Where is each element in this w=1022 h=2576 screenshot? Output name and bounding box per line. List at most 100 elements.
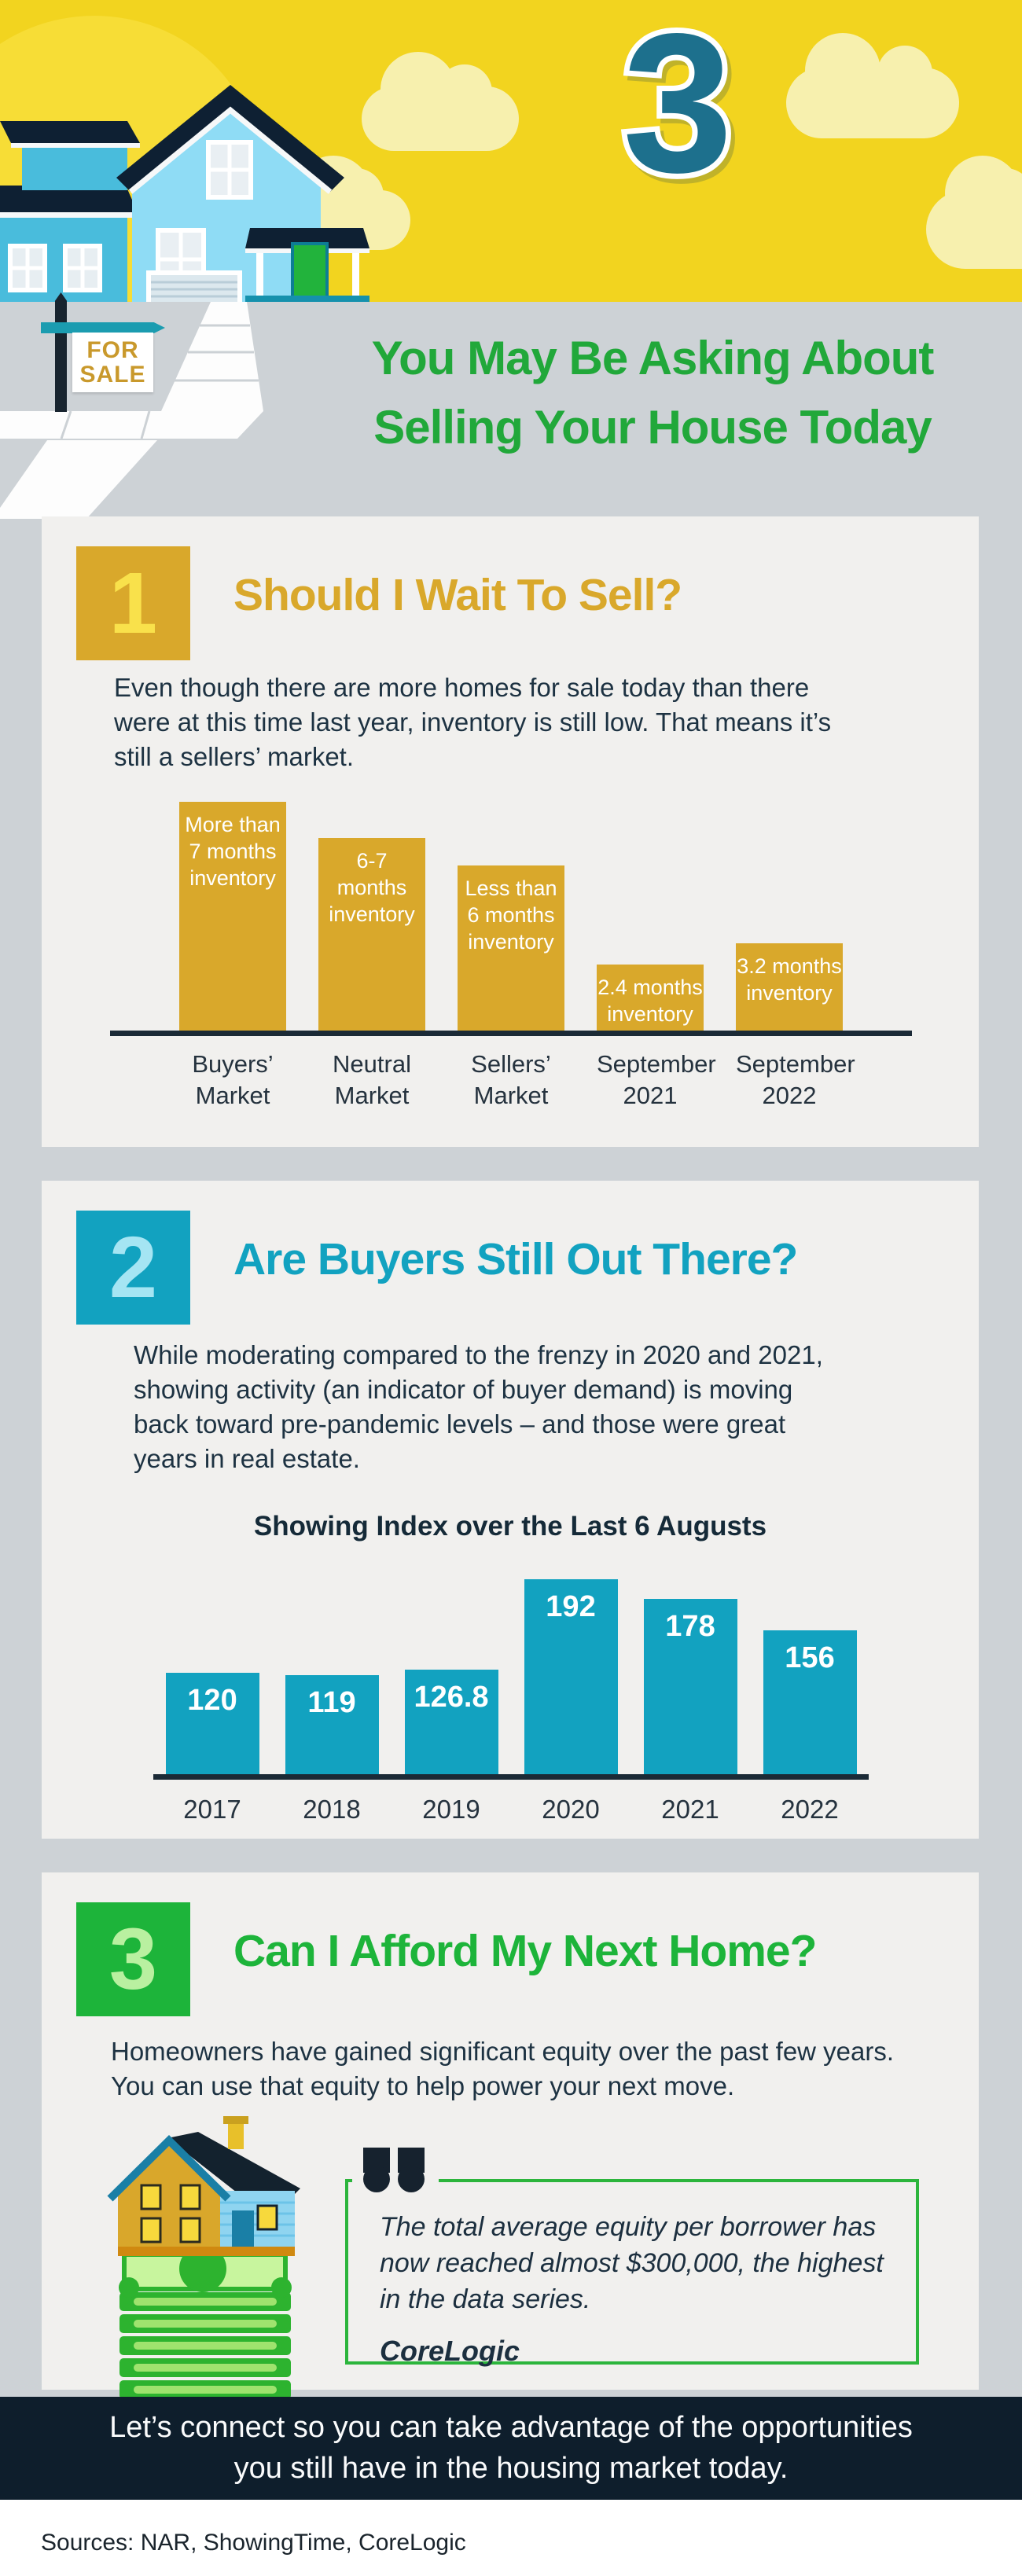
page-subtitle: You May Be Asking About Selling Your Hou…: [283, 324, 1022, 462]
sources-text: Sources: NAR, ShowingTime, CoreLogic: [41, 2530, 466, 2556]
bar: 178: [643, 1599, 737, 1774]
header-big-number: 3: [574, 5, 778, 204]
bar: 192: [524, 1579, 618, 1774]
body-line: back toward pre-pandemic levels – and th…: [134, 1409, 786, 1439]
bar: 126.8: [404, 1670, 498, 1774]
quote-line: The total average equity per borrower ha…: [380, 2212, 877, 2242]
window-icon: [140, 2184, 278, 2243]
garage-door-icon: [146, 270, 242, 302]
body-line: Even though there are more homes for sal…: [114, 673, 810, 702]
quote-attribution: CoreLogic: [380, 2335, 520, 2367]
body-line: You can use that equity to help power yo…: [111, 2071, 735, 2100]
bar-value: 126.8: [414, 1681, 489, 1714]
section-1-card: 1 Should I Wait To Sell? Even though the…: [42, 516, 979, 1147]
bar-value: 192: [546, 1590, 596, 1623]
window-icon: [8, 244, 102, 292]
quotation-mark-icon: [352, 2140, 439, 2205]
chart-category-labels: Buyers’ Market Neutral Market Sellers’ Mar…: [110, 1049, 912, 1112]
category-label: 2017: [183, 1795, 241, 1824]
cloud-icon: [786, 33, 959, 138]
quote-line: now reached almost $300,000, the highest: [380, 2248, 884, 2278]
category-label: Sellers’ Market: [471, 1050, 551, 1109]
body-line: While moderating compared to the frenzy …: [134, 1340, 823, 1369]
chart-bars: 120 119 126.8 192 178 156: [153, 1578, 869, 1774]
house-on-money-illustration: [107, 2116, 300, 2398]
category-label: Buyers’ Market: [192, 1050, 274, 1109]
section-3-title: Can I Afford My Next Home?: [233, 1926, 817, 1976]
section-2-number-badge: 2: [76, 1211, 190, 1325]
quote-box: The total average equity per borrower ha…: [345, 2179, 919, 2367]
body-line: still a sellers’ market.: [114, 742, 355, 771]
for-sale-sign-post: [55, 292, 67, 412]
sidewalk-illustration: [0, 302, 263, 519]
body-line: Homeowners have gained significant equit…: [111, 2037, 895, 2066]
section-1-title: Should I Wait To Sell?: [233, 570, 682, 620]
bar: More than 7 months inventory: [179, 802, 286, 1031]
cta-line1: Let’s connect so you can take advantage …: [109, 2411, 913, 2444]
front-door-icon: [291, 242, 329, 302]
bar-label: 3.2 months inventory: [737, 954, 842, 1005]
category-label: Neutral Market: [333, 1050, 411, 1109]
bar-value: 156: [785, 1641, 835, 1674]
subtitle-line2: Selling Your House Today: [373, 401, 932, 454]
bar: 6-7 months inventory: [318, 838, 425, 1031]
category-label: September 2021: [597, 1050, 716, 1109]
quote-line: in the data series.: [380, 2284, 591, 2314]
section-2-title: Are Buyers Still Out There?: [233, 1234, 798, 1284]
door-icon: [232, 2210, 254, 2250]
category-label: 2020: [542, 1795, 600, 1824]
bar-label: 2.4 months inventory: [597, 976, 703, 1026]
section-3-body: Homeowners have gained significant equit…: [111, 2034, 928, 2104]
section-3-number: 3: [108, 1910, 158, 2008]
subtitle-line1: You May Be Asking About: [371, 332, 935, 384]
section-1-number-badge: 1: [76, 546, 190, 660]
cloud-icon: [926, 156, 1022, 269]
body-line: were at this time last year, inventory i…: [114, 707, 832, 737]
section-2-number: 2: [108, 1218, 158, 1316]
section-1-number: 1: [108, 554, 158, 652]
chart-category-labels: 2017 2018 2019 2020 2021 2022: [153, 1794, 869, 1825]
section-2-card: 2 Are Buyers Still Out There? While mode…: [42, 1181, 979, 1839]
showing-index-bar-chart: 120 119 126.8 192 178 156 2017 2018 2019 2020 202…: [153, 1578, 869, 1825]
sources-band: Sources: NAR, ShowingTime, CoreLogic: [0, 2500, 1022, 2576]
category-label: 2019: [422, 1795, 480, 1824]
cta-banner: Let’s connect so you can take advantage …: [0, 2397, 1022, 2500]
for-sale-text-line2: SALE: [79, 362, 146, 388]
category-label: 2021: [661, 1795, 719, 1824]
for-sale-text-line1: FOR: [86, 337, 139, 363]
section-2-body: While moderating compared to the frenzy …: [134, 1338, 888, 1476]
for-sale-sign-crossbar: [41, 322, 165, 333]
showing-index-chart-title: Showing Index over the Last 6 Augusts: [253, 1511, 767, 1542]
cloud-icon: [362, 52, 519, 151]
header: 3 Questions: [0, 0, 1022, 302]
for-sale-sign: FOR SALE: [72, 333, 153, 392]
bar-value: 119: [307, 1686, 356, 1719]
body-line: showing activity (an indicator of buyer …: [134, 1375, 793, 1404]
category-label: 2018: [303, 1795, 361, 1824]
bar: 119: [285, 1675, 379, 1774]
bar-value: 120: [187, 1684, 237, 1717]
category-label: September 2022: [736, 1050, 855, 1109]
chart-x-axis: [153, 1774, 869, 1780]
bar: Less than 6 months inventory: [458, 865, 564, 1031]
bar: 120: [165, 1673, 259, 1774]
bar: 2.4 months inventory: [597, 965, 704, 1031]
cta-line2: you still have in the housing market tod…: [233, 2452, 789, 2485]
section-3-number-badge: 3: [76, 1902, 190, 2016]
bar-label: 6-7 months inventory: [329, 849, 415, 926]
section-1-body: Even though there are more homes for sal…: [114, 671, 916, 774]
blue-house-illustration: [0, 85, 369, 302]
bar-label: Less than 6 months inventory: [465, 876, 557, 954]
bar: 156: [763, 1630, 857, 1774]
bar-label: More than 7 months inventory: [185, 813, 281, 890]
bar: 3.2 months inventory: [736, 943, 843, 1031]
inventory-bar-chart: More than 7 months inventory 6-7 months i…: [110, 801, 912, 1112]
bar-value: 178: [665, 1610, 715, 1643]
chart-x-axis: [110, 1031, 912, 1036]
window-icon: [156, 140, 253, 291]
money-stack-icon: [119, 2245, 292, 2398]
body-line: years in real estate.: [134, 1444, 360, 1473]
category-label: 2022: [781, 1795, 839, 1824]
chart-bars: More than 7 months inventory 6-7 months i…: [110, 801, 912, 1031]
